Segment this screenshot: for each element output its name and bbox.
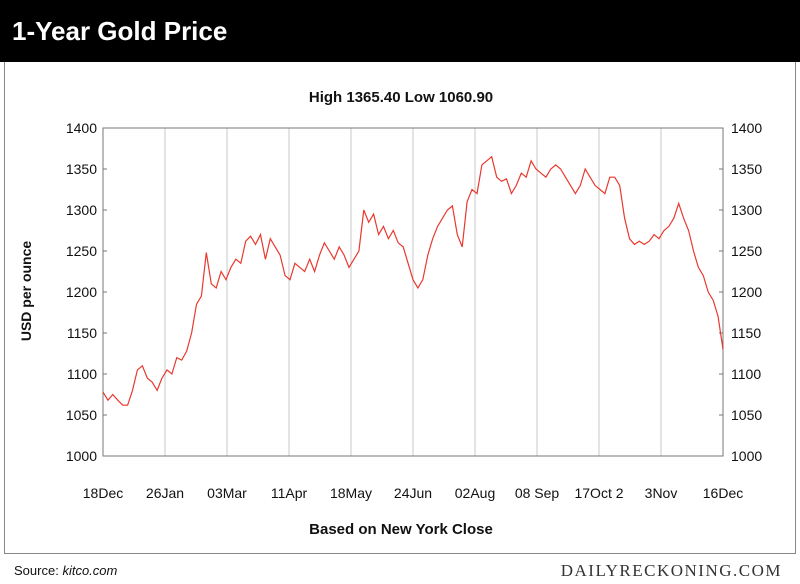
y-tick-label-left: 1000 [66, 448, 97, 464]
x-tick-label: 24Jun [394, 485, 432, 501]
x-tick-label: 02Aug [455, 485, 495, 501]
y-tick-label-right: 1400 [731, 120, 762, 136]
chart-panel: High 1365.40 Low 1060.90 USD per ounce B… [4, 62, 796, 554]
source-site: kitco.com [62, 563, 118, 578]
y-tick-label-right: 1050 [731, 407, 762, 423]
x-axis-label: Based on New York Close [309, 521, 493, 538]
y-tick-label-right: 1150 [731, 325, 761, 341]
series-line-gold-price [102, 155, 724, 406]
y-tick-label-right: 1300 [731, 202, 762, 218]
y-tick-label-left: 1300 [66, 202, 97, 218]
chart-title: High 1365.40 Low 1060.90 [309, 89, 493, 106]
y-tick-label-left: 1100 [67, 366, 97, 382]
x-tick-label: 3Nov [645, 485, 678, 501]
y-tick-label-left: 1200 [66, 284, 97, 300]
x-tick-label: 26Jan [146, 485, 184, 501]
brand-wordmark: DAILYRECKONING.COM [560, 561, 782, 580]
x-tick-label: 18May [330, 485, 372, 501]
x-tick-label: 18Dec [83, 485, 123, 501]
x-tick-label: 08 Sep [515, 485, 560, 501]
x-tick-label: 03Mar [207, 485, 247, 501]
y-axis-label: USD per ounce [18, 241, 34, 342]
y-tick-label-left: 1050 [66, 407, 97, 423]
y-tick-label-right: 1000 [731, 448, 762, 464]
source-note: Source: kitco.com [14, 563, 117, 578]
y-tick-label-right: 1100 [731, 366, 761, 382]
x-tick-label: 17Oct 2 [574, 485, 623, 501]
x-tick-label: 16Dec [703, 485, 743, 501]
y-tick-label-left: 1350 [66, 161, 97, 177]
axis-ticks: 18Dec 26Jan 03Mar 11Apr 18May 24Jun 02Aug 08 Se… [66, 120, 763, 501]
grid-lines [164, 128, 662, 456]
source-label: Source: [14, 563, 59, 578]
chart-header: 1-Year Gold Price [0, 0, 800, 62]
page-title: 1-Year Gold Price [12, 15, 228, 46]
y-tick-label-left: 1400 [66, 120, 97, 136]
x-tick-label: 11Apr [271, 485, 308, 501]
y-tick-label-right: 1250 [731, 243, 762, 259]
y-tick-label-right: 1200 [731, 284, 762, 300]
y-tick-label-left: 1250 [66, 243, 97, 259]
y-tick-label-left: 1150 [67, 325, 97, 341]
gold-price-chart: High 1365.40 Low 1060.90 USD per ounce B… [18, 89, 763, 538]
y-tick-label-right: 1350 [731, 161, 762, 177]
